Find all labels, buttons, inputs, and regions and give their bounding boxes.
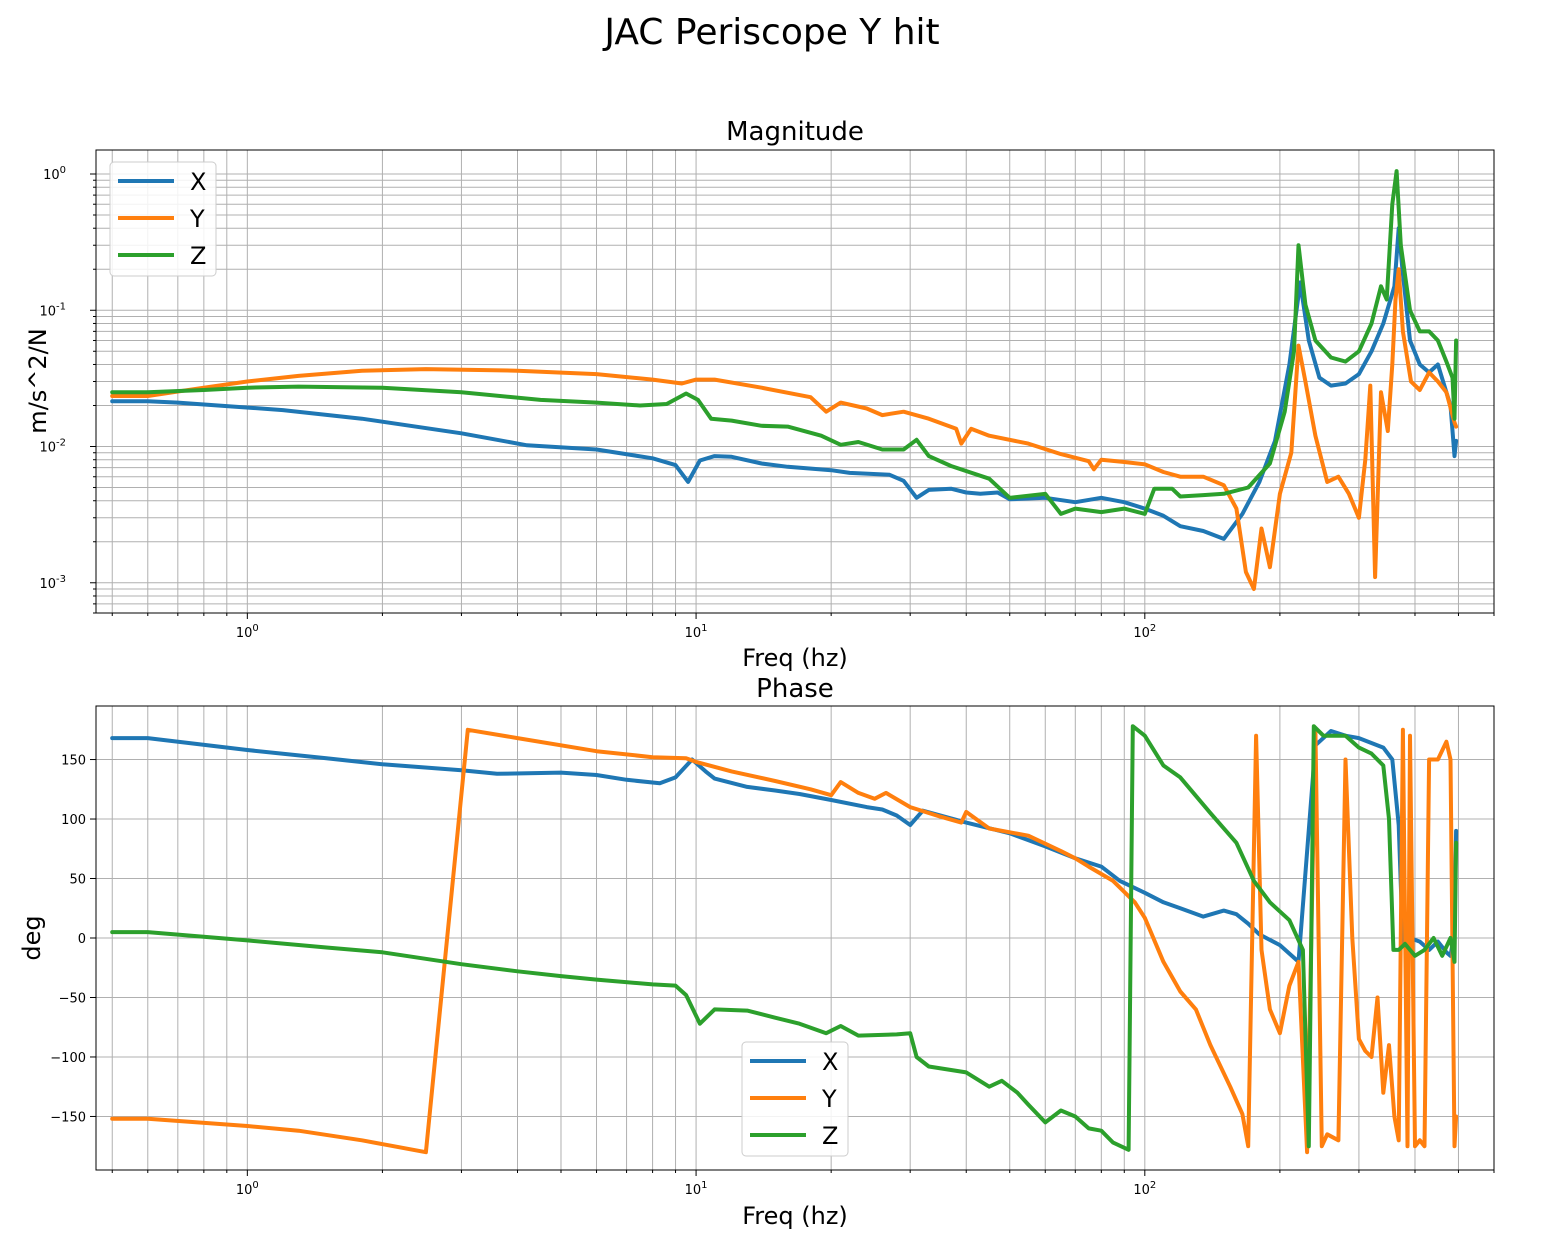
magnitude-y-tick-label: 10-3: [39, 574, 66, 592]
magnitude-y-tick-label: 10-2: [39, 438, 66, 456]
magnitude-x-tick-label: 100: [236, 623, 259, 641]
phase-y-tick-label: −150: [50, 1110, 86, 1125]
phase-x-tick-label: 102: [1133, 1180, 1156, 1198]
phase-ylabel: deg: [18, 915, 46, 960]
magnitude-title: Magnitude: [726, 117, 864, 147]
phase-ticks: 100 101 102 −150 −100 −50 0 50 100 150: [50, 754, 1495, 1198]
magnitude-y-tick-label: 100: [43, 165, 66, 183]
phase-y-tick-label: 150: [61, 754, 86, 769]
magnitude-ticks: 100 101 102 10-3 10-2 10-1 100: [39, 165, 1495, 641]
phase-y-tick-label: 100: [61, 813, 86, 828]
magnitude-series: [110, 169, 1459, 591]
phase-series-line-y: [110, 727, 1459, 1155]
phase-legend: X Y Z: [741, 1041, 849, 1157]
magnitude-ylabel: m/s^2/N: [24, 328, 52, 433]
phase-y-tick-label: 0: [78, 932, 86, 947]
phase-x-tick-label: 100: [236, 1180, 259, 1198]
magnitude-y-tick-label: 10-1: [39, 301, 66, 319]
phase-title: Phase: [756, 674, 834, 704]
magnitude-xlabel: Freq (hz): [742, 644, 848, 672]
magnitude-axes: 100 101 102 10-3 10-2 10-1 100 Magnitude Freq …: [24, 117, 1495, 672]
phase-y-tick-label: 50: [69, 873, 86, 888]
magnitude-series-line-x: [110, 226, 1459, 541]
phase-axes: 100 101 102 −150 −100 −50 0 50 100 150 Phase Freq…: [18, 674, 1495, 1230]
magnitude-x-tick-label: 101: [685, 623, 708, 641]
phase-series-line-x: [110, 729, 1459, 964]
phase-legend-label-z: Z: [822, 1122, 838, 1150]
phase-series-line-z: [110, 724, 1459, 1152]
phase-legend-label-y: Y: [821, 1085, 837, 1113]
magnitude-legend-label-y: Y: [189, 205, 205, 233]
figure-title: JAC Periscope Y hit: [602, 12, 939, 53]
phase-series: [110, 724, 1459, 1155]
magnitude-legend-label-x: X: [190, 168, 206, 196]
magnitude-series-line-z: [110, 169, 1459, 516]
magnitude-legend-label-z: Z: [190, 242, 206, 270]
phase-y-tick-label: −100: [50, 1051, 86, 1066]
magnitude-legend: X Y Z: [109, 161, 217, 277]
magnitude-x-tick-label: 102: [1133, 623, 1156, 641]
phase-legend-label-x: X: [822, 1048, 838, 1076]
phase-x-tick-label: 101: [685, 1180, 708, 1198]
magnitude-series-line-y: [110, 267, 1459, 591]
phase-y-tick-label: −50: [59, 991, 86, 1006]
phase-xlabel: Freq (hz): [742, 1202, 848, 1230]
